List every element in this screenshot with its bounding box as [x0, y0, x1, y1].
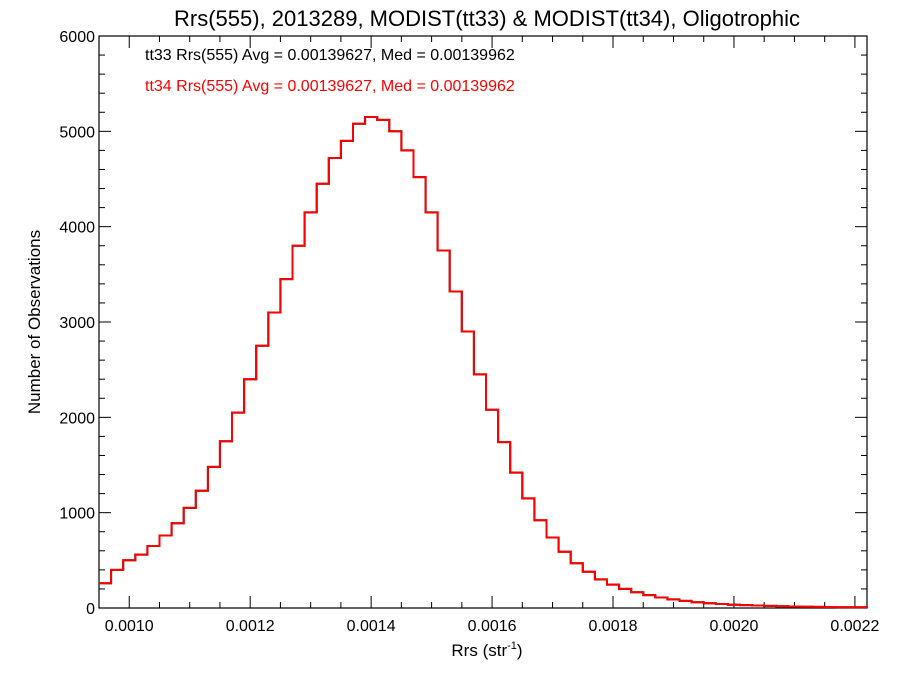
- annotation-tt33: tt33 Rrs(555) Avg = 0.00139627, Med = 0.…: [145, 47, 515, 64]
- x-axis-label-base: Rrs (str: [451, 641, 507, 660]
- histogram-series-tt34: [99, 116, 868, 609]
- chart-title: Rrs(555), 2013289, MODIST(tt33) & MODIST…: [174, 6, 800, 31]
- x-tick-label: 0.0014: [347, 618, 396, 635]
- histogram-series-tt33: [99, 116, 868, 609]
- y-tick-label: 2000: [59, 410, 95, 427]
- series-group: [99, 116, 868, 609]
- y-tick-label: 0: [86, 601, 95, 618]
- y-tick-label: 6000: [59, 29, 95, 46]
- x-tick-label: 0.0016: [468, 618, 517, 635]
- x-axis-label-superscript: -1: [507, 640, 517, 652]
- x-tick-label: 0.0012: [226, 618, 275, 635]
- y-axis-label: Number of Observations: [25, 230, 44, 414]
- annotation-tt34: tt34 Rrs(555) Avg = 0.00139627, Med = 0.…: [145, 78, 515, 95]
- x-axis-label: Rrs (str-1): [451, 640, 522, 660]
- y-tick-label: 3000: [59, 315, 95, 332]
- x-axis-label-close: ): [517, 641, 523, 660]
- y-tick-label: 1000: [59, 506, 95, 523]
- y-tick-label: 4000: [59, 220, 95, 237]
- x-tick-label: 0.0022: [830, 618, 879, 635]
- x-tick-label: 0.0018: [589, 618, 638, 635]
- x-axis: 0.0010 0.0012 0.0014 0.0016 0.0018 0.0020 0.00…: [98, 36, 879, 635]
- y-tick-label: 5000: [59, 124, 95, 141]
- y-axis: 0 1000 2000 3000 4000 5000 6000: [59, 29, 867, 618]
- plot-frame: [98, 35, 868, 609]
- x-tick-label: 0.0010: [105, 618, 154, 635]
- x-tick-label: 0.0020: [709, 618, 758, 635]
